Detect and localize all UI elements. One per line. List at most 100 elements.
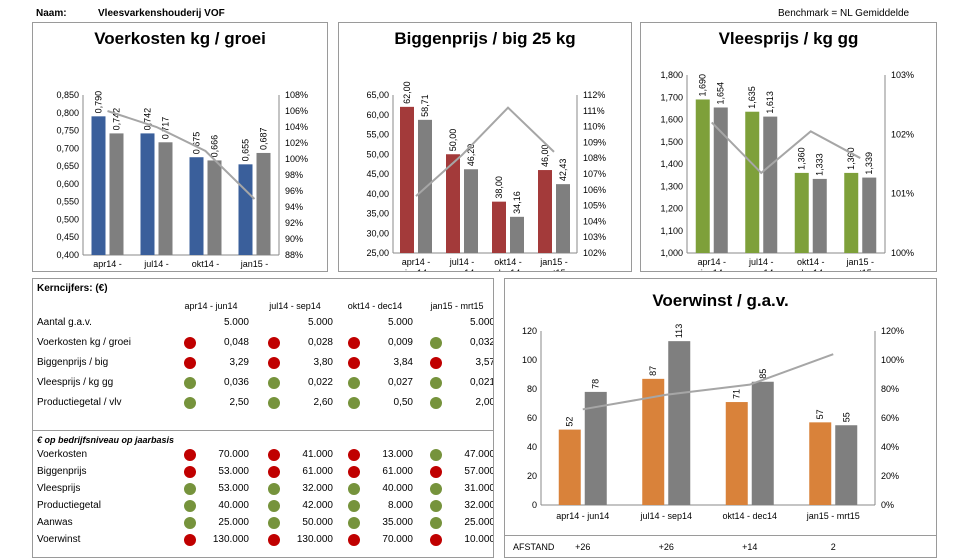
y-tick-label: 0,750 <box>56 126 79 136</box>
data-label: 1,360 <box>846 147 856 170</box>
bar <box>812 178 827 253</box>
bar <box>862 177 877 253</box>
period-header: jul14 - sep14 <box>269 301 321 311</box>
x-tick-label: sep14 <box>450 268 475 272</box>
row-value: 35.000 <box>382 517 413 528</box>
row-label: Voerkosten <box>37 449 88 460</box>
y-tick-label: 0 <box>532 500 537 510</box>
y2-tick-label: 110% <box>583 122 605 132</box>
y-tick-label: 0,800 <box>56 108 79 118</box>
bar <box>713 107 728 253</box>
chart-title: Biggenprijs / big 25 kg <box>394 29 576 48</box>
x-tick-label: apr14 - jun14 <box>556 511 609 521</box>
x-tick-label: mrt15 <box>849 268 872 272</box>
data-label: 0,666 <box>210 135 220 158</box>
data-label: 1,360 <box>797 147 807 170</box>
y-tick-label: 1,200 <box>660 204 683 214</box>
bar <box>584 391 607 505</box>
x-tick-label: sep14 <box>749 268 774 272</box>
row-value: 2,00 <box>475 397 494 408</box>
row-value: 0,032 <box>469 337 494 348</box>
y-tick-label: 0,600 <box>56 179 79 189</box>
status-dot-green <box>184 397 196 409</box>
y-tick-label: 1,300 <box>660 181 683 191</box>
y2-tick-label: 106% <box>583 185 606 195</box>
y2-tick-label: 100% <box>891 248 914 258</box>
afstand-divider <box>505 535 936 536</box>
chart-vleesprijs-panel: Vleesprijs / kg gg 1,000 1,100 1,200 1,300 1… <box>640 22 937 272</box>
bar <box>238 164 253 255</box>
y-tick-label: 100 <box>522 355 537 365</box>
status-dot-green <box>184 483 196 495</box>
row-value: 0,50 <box>393 397 413 408</box>
row-value: 5.000 <box>307 317 333 328</box>
y-tick-label: 40 <box>527 442 537 452</box>
data-label: 46,00 <box>540 145 550 168</box>
x-tick-label: jan15 - <box>539 257 568 267</box>
y-tick-label: 0,450 <box>56 232 79 242</box>
subsection-title: € op bedrijfsniveau op jaarbasis <box>37 435 175 445</box>
bar <box>510 216 524 253</box>
status-dot-red <box>268 466 280 478</box>
row-value: 0,048 <box>223 337 249 348</box>
status-dot-green <box>430 500 442 512</box>
chart-voerwinst-panel: Voerwinst / g.a.v. 0 20 40 60 80 100 120 0% 20% 4… <box>504 278 937 558</box>
data-label: 52 <box>565 417 575 427</box>
status-dot-red <box>348 449 360 461</box>
y2-tick-label: 108% <box>583 153 606 163</box>
y2-tick-label: 60% <box>881 413 899 423</box>
chart-title: Voerkosten kg / groei <box>94 29 266 48</box>
row-label: Biggenprijs <box>37 466 87 477</box>
y-tick-label: 45,00 <box>366 169 389 179</box>
bar <box>695 99 710 253</box>
kerncijfers-panel: Kerncijfers: (€) € op bedrijfsniveau op … <box>32 278 494 558</box>
row-value: 0,021 <box>469 377 494 388</box>
status-dot-green <box>348 483 360 495</box>
status-dot-red <box>268 534 280 546</box>
y2-tick-label: 94% <box>285 202 303 212</box>
row-label: Aantal g.a.v. <box>37 317 92 328</box>
row-value: 0,027 <box>387 377 413 388</box>
x-tick-label: jul14 - sep14 <box>639 511 692 521</box>
data-label: 38,00 <box>494 176 504 199</box>
bar <box>464 169 478 253</box>
chart-voerwinst: 0 20 40 60 80 100 120 0% 20% 40% 60% 80% 100% 120% 52 7… <box>522 324 904 521</box>
y2-tick-label: 102% <box>583 248 606 258</box>
y-tick-label: 1,700 <box>660 92 683 102</box>
row-label: Voerwinst <box>37 534 81 545</box>
company-name: Vleesvarkenshouderij VOF <box>98 8 225 19</box>
row-value: 42.000 <box>302 500 333 511</box>
y2-tick-label: 0% <box>881 500 894 510</box>
chart-title: Vleesprijs / kg gg <box>718 29 859 48</box>
row-value: 40.000 <box>218 500 249 511</box>
row-value: 13.000 <box>382 449 413 460</box>
bar <box>558 429 581 505</box>
bar <box>642 378 665 505</box>
y-tick-label: 20 <box>527 471 537 481</box>
x-tick-label: apr14 - <box>93 259 122 269</box>
x-tick-label: okt14 - <box>494 257 522 267</box>
row-value: 32.000 <box>302 483 333 494</box>
afstand-value: +26 <box>575 542 591 552</box>
row-value: 70.000 <box>382 534 413 545</box>
y2-tick-label: 112% <box>583 90 605 100</box>
chart-voerkosten: 0,400 0,450 0,500 0,550 0,600 0,650 0,700 0,750… <box>56 90 308 271</box>
row-value: 25.000 <box>218 517 249 528</box>
bar <box>189 157 204 255</box>
y2-tick-label: 88% <box>285 250 303 260</box>
y2-tick-label: 98% <box>285 170 303 180</box>
y2-tick-label: 104% <box>583 216 606 226</box>
status-dot-green <box>430 377 442 389</box>
data-label: 0,687 <box>259 127 269 150</box>
bar <box>91 116 106 255</box>
x-tick-label: apr14 - <box>697 257 726 267</box>
afstand-value: 2 <box>830 542 836 552</box>
status-dot-green <box>268 377 280 389</box>
y-tick-label: 0,550 <box>56 197 79 207</box>
chart-biggenprijs: 25,00 30,00 35,00 40,00 45,00 50,00 55,00 60,00… <box>366 81 606 272</box>
bar <box>140 133 155 255</box>
row-value: 0,022 <box>307 377 333 388</box>
x-tick-label: jan15 - <box>845 257 874 267</box>
y-tick-label: 40,00 <box>366 189 389 199</box>
y2-tick-label: 101% <box>891 189 914 199</box>
